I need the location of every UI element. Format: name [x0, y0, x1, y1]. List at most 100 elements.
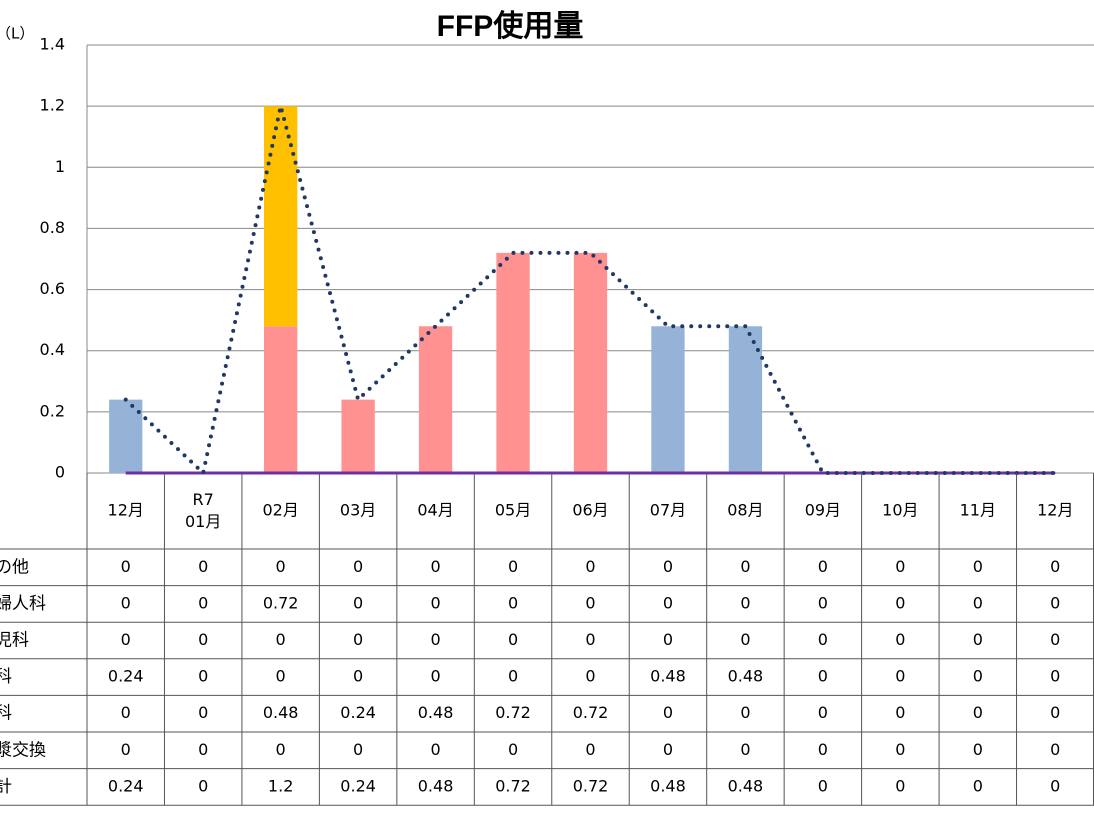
row-label: 外科 — [0, 667, 12, 687]
table-cell: 0 — [430, 740, 440, 759]
bar — [418, 326, 453, 473]
table-cell: 0 — [1050, 740, 1060, 759]
table-cell: 0 — [973, 740, 983, 759]
table-cell: 0 — [508, 630, 518, 649]
row-label: 合計 — [0, 777, 12, 797]
table-cell: 0.24 — [108, 776, 144, 795]
table-cell: 0 — [818, 667, 828, 686]
table-cell: 0 — [353, 630, 363, 649]
row-label: その他 — [0, 557, 29, 577]
table-cell: 0 — [585, 593, 595, 612]
table-cell: 0.72 — [573, 703, 609, 722]
x-tick-label: 05月 — [495, 501, 531, 520]
bar — [263, 326, 298, 473]
table-cell: 0 — [663, 703, 673, 722]
row-label: 産婦人科 — [0, 594, 46, 614]
table-cell: 0.24 — [340, 776, 376, 795]
table-cell: 0 — [1050, 776, 1060, 795]
table-cell: 0 — [353, 593, 363, 612]
table-cell: 0.72 — [573, 776, 609, 795]
bar — [573, 252, 608, 473]
table-cell: 0 — [1050, 703, 1060, 722]
table-cell: 0 — [121, 557, 131, 576]
bar — [651, 326, 685, 473]
table-cell: 0.72 — [495, 776, 531, 795]
table-cell: 0 — [585, 667, 595, 686]
table-cell: 0 — [121, 740, 131, 759]
x-tick-label: 02月 — [262, 501, 298, 520]
table-cell: 0 — [585, 557, 595, 576]
table-cell: 0 — [276, 557, 286, 576]
table-cell: 0 — [973, 703, 983, 722]
table-cell: 0 — [973, 630, 983, 649]
x-tick-line: 01月 — [185, 512, 221, 531]
y-tick-label: 0.6 — [40, 279, 65, 298]
row-label: 小児科 — [0, 631, 29, 651]
table-cell: 0.24 — [340, 703, 376, 722]
table-cell: 0 — [121, 593, 131, 612]
y-tick-label: 0 — [55, 463, 65, 482]
table-cell: 0.72 — [495, 703, 531, 722]
table-cell: 0 — [353, 740, 363, 759]
table-cell: 0 — [585, 630, 595, 649]
table-cell: 0 — [276, 667, 286, 686]
table-cell: 0 — [198, 776, 208, 795]
table-cell: 0 — [895, 667, 905, 686]
table-cell: 0 — [663, 740, 673, 759]
table-cell: 0 — [740, 630, 750, 649]
table-cell: 0 — [121, 703, 131, 722]
table-cell: 0 — [663, 593, 673, 612]
bar — [263, 106, 298, 327]
table-cell: 0 — [198, 557, 208, 576]
table-cell: 0 — [508, 740, 518, 759]
table-cell: 0 — [508, 557, 518, 576]
table-cell: 0 — [276, 630, 286, 649]
chart-title: FFP使用量 — [437, 10, 584, 43]
y-tick-label: 1.4 — [40, 35, 65, 54]
x-tick-label: 07月 — [650, 501, 686, 520]
table-cell: 0 — [198, 593, 208, 612]
table-cell: 0 — [1050, 667, 1060, 686]
table-cell: 0 — [895, 703, 905, 722]
table-cell: 0.72 — [263, 593, 299, 612]
table-cell: 0.48 — [418, 776, 454, 795]
table-cell: 0 — [276, 740, 286, 759]
table-cell: 0.48 — [263, 703, 299, 722]
table-cell: 0 — [973, 776, 983, 795]
table-cell: 0 — [818, 593, 828, 612]
table-cell: 0 — [585, 740, 595, 759]
x-tick-label: 10月 — [882, 501, 918, 520]
y-tick-label: 0.4 — [40, 340, 65, 359]
table-cell: 0 — [198, 667, 208, 686]
table-cell: 0 — [663, 630, 673, 649]
y-unit: （L） — [0, 25, 34, 43]
table-cell: 0 — [973, 557, 983, 576]
x-tick-label: 03月 — [340, 501, 376, 520]
table-cell: 0 — [508, 667, 518, 686]
table-cell: 0 — [430, 557, 440, 576]
y-tick-label: 0.2 — [40, 401, 65, 420]
table-cell: 0 — [973, 593, 983, 612]
x-tick-label: 12月 — [1037, 501, 1073, 520]
table-cell: 0 — [895, 740, 905, 759]
table-cell: 0.48 — [418, 703, 454, 722]
table-cell: 0 — [198, 630, 208, 649]
table-cell: 0 — [895, 557, 905, 576]
table-cell: 0 — [895, 776, 905, 795]
table-cell: 0 — [353, 557, 363, 576]
table-cell: 0 — [895, 593, 905, 612]
x-tick-label: 12月 — [108, 501, 144, 520]
table-cell: 0 — [740, 557, 750, 576]
table-cell: 0 — [430, 593, 440, 612]
table-cell: 0 — [353, 667, 363, 686]
table-cell: 0 — [740, 703, 750, 722]
line-series — [123, 105, 1058, 477]
x-tick-label: R7 01月 — [185, 490, 221, 531]
row-label: 内科 — [0, 704, 12, 724]
table-cell: 0 — [663, 557, 673, 576]
x-tick-label: 11月 — [960, 501, 996, 520]
bar — [496, 252, 530, 473]
x-tick-label: 04月 — [417, 501, 453, 520]
table-cell: 0 — [740, 740, 750, 759]
